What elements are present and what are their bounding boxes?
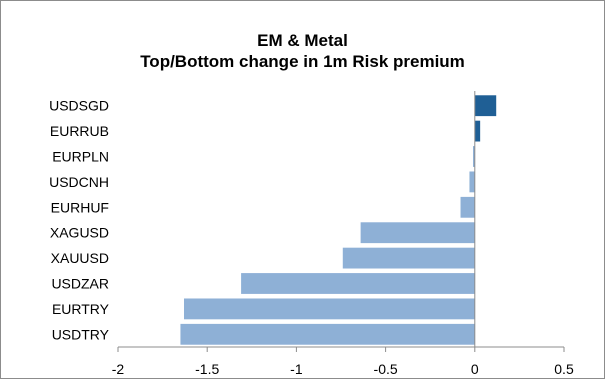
category-label: USDCNH: [49, 174, 109, 190]
category-label: EURPLN: [52, 149, 109, 165]
bar-usdsgd: [474, 95, 497, 117]
category-label: EURTRY: [52, 301, 110, 317]
category-label: XAGUSD: [50, 225, 109, 241]
category-label: XAUUSD: [51, 250, 109, 266]
bar-eurpln: [473, 146, 475, 167]
category-label: USDTRY: [52, 326, 110, 342]
category-label: EURRUB: [50, 123, 109, 139]
x-tick-label: -0.5: [374, 361, 398, 377]
category-label: EURHUF: [51, 199, 109, 215]
category-label: USDSGD: [49, 98, 109, 114]
chart-subtitle: Top/Bottom change in 1m Risk premium: [140, 52, 465, 71]
bar-eurhuf: [460, 196, 475, 218]
bar-xagusd: [360, 222, 475, 244]
bar-usdtry: [180, 323, 475, 345]
x-tick-label: -1.5: [195, 361, 219, 377]
x-tick-label: 0: [471, 361, 479, 377]
chart-title-block: EM & Metal Top/Bottom change in 1m Risk …: [0, 30, 605, 72]
x-tick-label: -2: [112, 361, 125, 377]
x-tick-label: -1: [290, 361, 303, 377]
category-label: USDZAR: [51, 276, 109, 292]
bar-xauusd: [342, 247, 475, 269]
bar-eurtry: [184, 298, 475, 320]
bar-usdzar: [241, 273, 475, 294]
chart-title: EM & Metal: [257, 31, 348, 50]
bar-eurrub: [474, 120, 481, 142]
bar-usdcnh: [469, 171, 475, 193]
x-tick-label: 0.5: [554, 361, 574, 377]
